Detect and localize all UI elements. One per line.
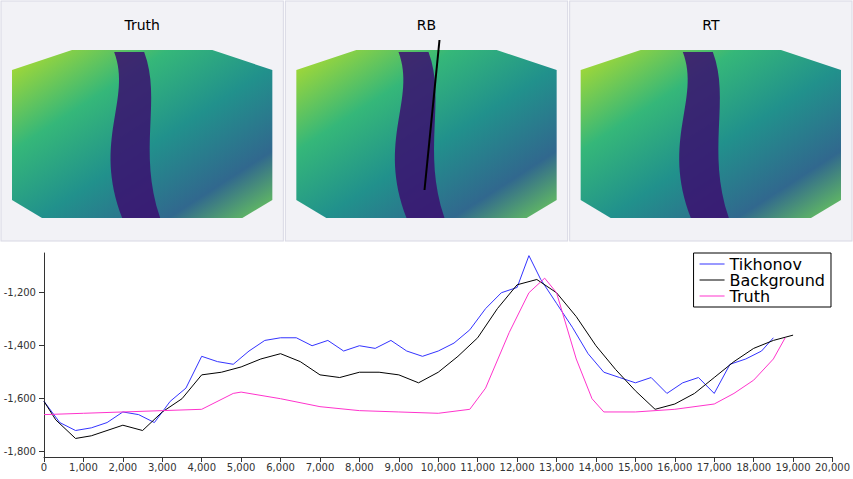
svg-text:Tikhonov: Tikhonov bbox=[729, 254, 802, 274]
svg-text:15,000: 15,000 bbox=[618, 462, 653, 473]
svg-text:3,000: 3,000 bbox=[148, 462, 177, 473]
svg-text:11,000: 11,000 bbox=[460, 462, 495, 473]
svg-text:19,000: 19,000 bbox=[776, 462, 811, 473]
svg-text:16,000: 16,000 bbox=[657, 462, 692, 473]
svg-text:14,000: 14,000 bbox=[578, 462, 613, 473]
svg-text:RT: RT bbox=[702, 17, 720, 33]
svg-text:5,000: 5,000 bbox=[227, 462, 256, 473]
svg-text:20,000: 20,000 bbox=[815, 462, 850, 473]
svg-text:4,000: 4,000 bbox=[187, 462, 216, 473]
svg-text:1,000: 1,000 bbox=[69, 462, 98, 473]
svg-text:Truth: Truth bbox=[729, 287, 771, 306]
svg-text:RB: RB bbox=[417, 17, 436, 33]
svg-text:8,000: 8,000 bbox=[345, 462, 374, 473]
svg-text:10,000: 10,000 bbox=[421, 462, 456, 473]
svg-text:-1,600: -1,600 bbox=[4, 393, 36, 404]
svg-text:12,000: 12,000 bbox=[500, 462, 535, 473]
svg-text:Background: Background bbox=[729, 270, 825, 290]
svg-text:17,000: 17,000 bbox=[697, 462, 732, 473]
svg-text:-1,400: -1,400 bbox=[4, 340, 36, 351]
svg-text:-1,200: -1,200 bbox=[4, 287, 36, 298]
svg-text:18,000: 18,000 bbox=[736, 462, 771, 473]
svg-text:Truth: Truth bbox=[123, 17, 160, 33]
svg-text:0: 0 bbox=[41, 462, 47, 473]
svg-text:6,000: 6,000 bbox=[266, 462, 295, 473]
svg-text:13,000: 13,000 bbox=[539, 462, 574, 473]
svg-text:7,000: 7,000 bbox=[306, 462, 335, 473]
svg-text:9,000: 9,000 bbox=[385, 462, 414, 473]
svg-text:2,000: 2,000 bbox=[109, 462, 138, 473]
svg-text:-1,800: -1,800 bbox=[4, 446, 36, 457]
